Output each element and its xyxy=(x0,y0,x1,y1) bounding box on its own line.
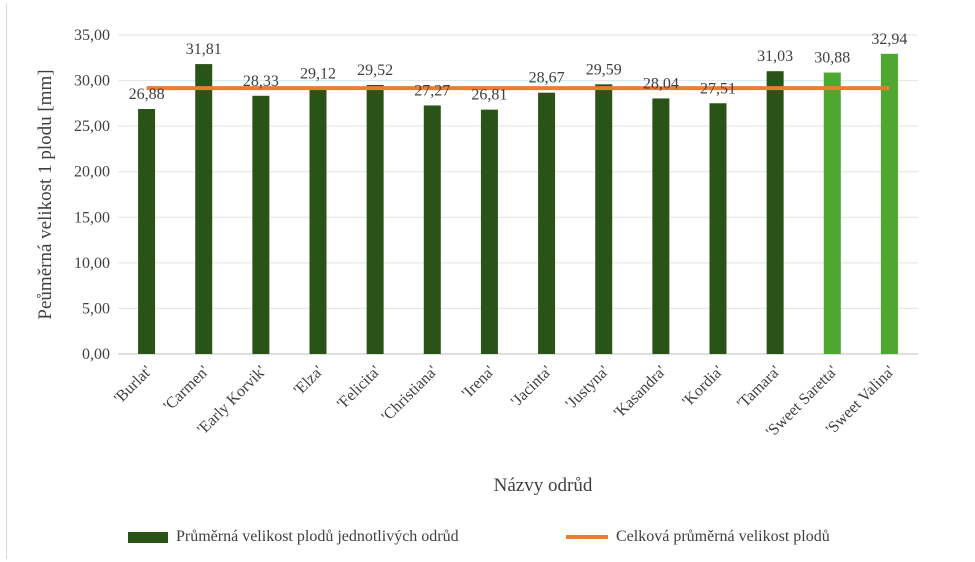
x-tick-label: 'Jacinta' xyxy=(508,363,556,411)
legend: Průměrná velikost plodů jednotlivých odr… xyxy=(0,528,975,550)
data-labels: 26,88 31,81 28,33 29,12 29,52 27,27 26,81 28,67… xyxy=(129,31,908,104)
bar xyxy=(709,103,727,355)
x-tick-label: 'Felicita' xyxy=(334,363,384,413)
data-label: 26,81 xyxy=(471,87,507,104)
x-tick-label: 'Elza' xyxy=(291,363,327,399)
y-tick-label: 15,00 xyxy=(74,209,110,226)
bar xyxy=(366,84,384,354)
legend-swatch-bars xyxy=(128,531,168,543)
bar xyxy=(138,109,156,355)
y-tick-label: 25,00 xyxy=(74,118,110,135)
chart-frame xyxy=(6,3,972,559)
bar-chart: 0,00 5,00 10,00 15,00 20,00 25,00 30,00 35,00 2… xyxy=(35,27,918,496)
y-axis-label: Peůměrná velikost 1 plodu [mm] xyxy=(35,69,56,319)
x-tick-label: 'Burlat' xyxy=(111,363,155,407)
data-label: 30,88 xyxy=(814,50,850,67)
data-label: 29,12 xyxy=(300,66,336,83)
legend-item-line: Celková průměrná velikost plodů xyxy=(566,528,830,546)
data-label: 31,03 xyxy=(757,48,793,65)
y-tick-label: 10,00 xyxy=(74,255,110,272)
data-label: 28,04 xyxy=(643,75,679,92)
x-tick-label: 'Kordia' xyxy=(679,363,727,411)
x-tick-label: 'Kasandra' xyxy=(611,363,670,422)
y-tick-label: 35,00 xyxy=(74,27,110,44)
bar xyxy=(195,64,213,354)
bar xyxy=(538,92,556,355)
bar xyxy=(252,95,270,354)
data-label: 26,88 xyxy=(129,86,165,103)
x-tick-labels: 'Burlat' 'Carmen''Early Korvik' 'Elza' 'Fel… xyxy=(111,363,898,441)
legend-label-bars: Průměrná velikost plodů jednotlivých odr… xyxy=(176,528,459,545)
data-label: 27,51 xyxy=(700,80,736,97)
data-label: 28,67 xyxy=(529,70,565,87)
bar xyxy=(766,71,784,354)
x-tick-label: 'Irena' xyxy=(459,363,498,402)
bar xyxy=(880,53,898,355)
x-tick-label: 'Christiana' xyxy=(379,363,442,426)
data-label: 29,52 xyxy=(357,62,393,79)
x-tick-label: 'Carmen' xyxy=(161,363,213,415)
bar xyxy=(309,88,327,354)
y-tick-label: 5,00 xyxy=(82,300,110,317)
y-tick-label: 0,00 xyxy=(82,346,110,363)
x-axis-label: Názvy odrůd xyxy=(494,475,593,496)
y-tick-labels: 0,00 5,00 10,00 15,00 20,00 25,00 30,00 35,00 xyxy=(74,27,110,363)
data-label: 27,27 xyxy=(414,82,450,99)
data-label: 29,59 xyxy=(586,61,622,78)
legend-item-bars: Průměrná velikost plodů jednotlivých odr… xyxy=(128,528,459,546)
bar xyxy=(423,105,441,354)
bar xyxy=(652,98,670,354)
legend-swatch-line xyxy=(566,535,608,539)
bar xyxy=(823,72,841,355)
data-label: 28,33 xyxy=(243,73,279,90)
x-tick-label: 'Tamara' xyxy=(734,363,784,413)
data-label: 31,81 xyxy=(186,41,222,58)
legend-label-line: Celková průměrná velikost plodů xyxy=(616,528,830,545)
y-tick-label: 20,00 xyxy=(74,164,110,181)
x-tick-label: 'Justyna' xyxy=(563,363,613,413)
data-label: 32,94 xyxy=(871,31,907,48)
bar xyxy=(480,109,498,354)
bars xyxy=(138,53,898,355)
y-tick-label: 30,00 xyxy=(74,73,110,90)
bar xyxy=(595,84,613,354)
gridlines xyxy=(118,34,918,355)
